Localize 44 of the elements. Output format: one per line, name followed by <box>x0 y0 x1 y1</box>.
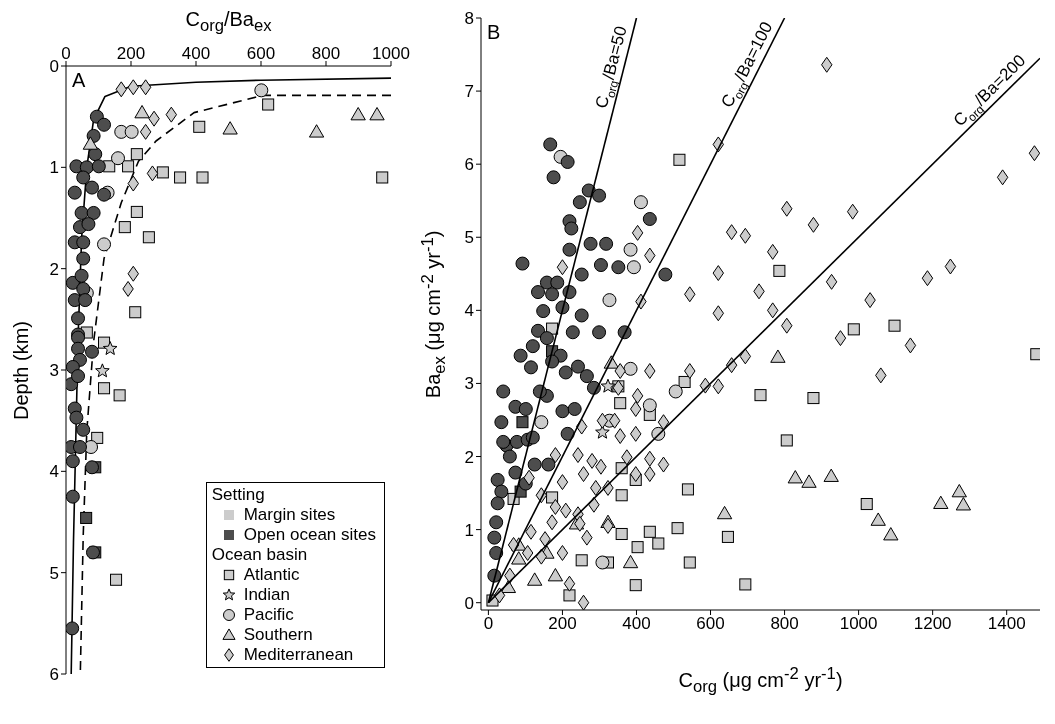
y-tick-label: 7 <box>464 82 474 102</box>
y-tick-label: 5 <box>464 228 474 248</box>
legend-label: Mediterranean <box>243 645 354 665</box>
x-tick-label: 600 <box>246 44 276 63</box>
annotation: Open ocean sites <box>243 525 376 545</box>
x-tick-label: 800 <box>311 44 341 63</box>
annotation: Setting <box>211 485 266 505</box>
x-tick-label: 400 <box>622 614 651 634</box>
x-axis-title: C$_{org}$/Ba$_{ex}$ <box>184 8 273 37</box>
x-tick-label: 1000 <box>839 614 878 634</box>
x-tick-label: 400 <box>181 44 211 63</box>
x-tick-label: 800 <box>770 614 799 634</box>
x-tick-label: 0 <box>61 44 71 63</box>
x-tick-label: 600 <box>696 614 725 634</box>
x-tick-label: 200 <box>116 44 146 63</box>
y-tick-label: 5 <box>49 563 59 583</box>
annotation: Ocean basin <box>211 545 309 565</box>
x-tick-label: 1000 <box>372 44 410 63</box>
x-tick-label: 1200 <box>913 614 952 634</box>
legend-label: Indian <box>243 585 291 605</box>
y-axis-title: Depth (km) <box>9 320 33 420</box>
y-tick-label: 1 <box>464 520 474 540</box>
chart-title: A <box>72 69 86 92</box>
x-tick-label: 0 <box>483 614 494 634</box>
y-tick-label: 8 <box>464 9 474 29</box>
x-tick-label: 200 <box>548 614 577 634</box>
legend-label: Atlantic <box>243 565 300 585</box>
y-tick-label: 3 <box>49 361 59 381</box>
y-tick-label: 0 <box>464 593 474 613</box>
annotation: Margin sites <box>243 505 336 525</box>
y-tick-label: 3 <box>464 374 474 394</box>
x-tick-label: 1400 <box>987 614 1026 634</box>
y-tick-label: 6 <box>49 665 59 685</box>
chart-title: B <box>487 21 501 44</box>
legend-label: Southern <box>243 625 313 645</box>
y-tick-label: 2 <box>49 259 59 279</box>
y-tick-label: 4 <box>49 462 59 482</box>
x-axis-title: C$_{org}$ (μg cm$^{-2}$ yr$^{-1}$) <box>677 664 844 697</box>
legend-label: Pacific <box>243 605 294 625</box>
y-tick-label: 6 <box>464 155 474 175</box>
y-tick-label: 1 <box>49 158 59 178</box>
y-tick-label: 4 <box>464 301 474 321</box>
y-tick-label: 0 <box>49 57 59 77</box>
y-tick-label: 2 <box>464 447 474 467</box>
